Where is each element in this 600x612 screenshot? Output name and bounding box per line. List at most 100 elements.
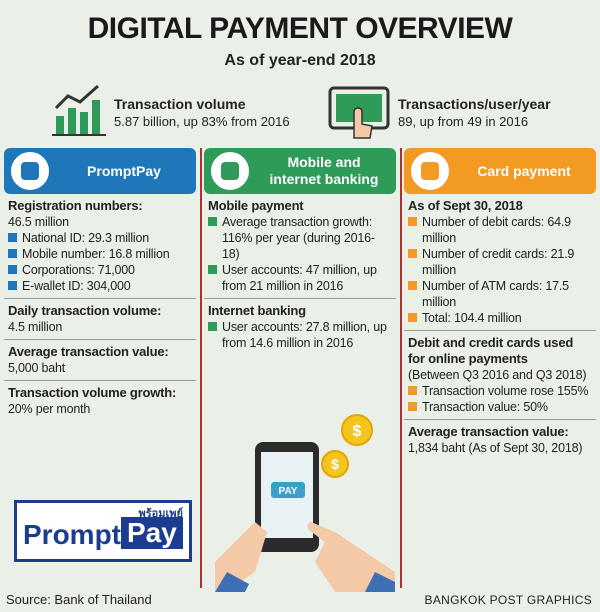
bullet-text: User accounts: 27.8 million, up from 14.… xyxy=(222,320,387,350)
section-heading: Average transaction value: xyxy=(8,344,169,359)
bullet: Mobile number: 16.8 million xyxy=(8,246,192,262)
column-title: Card payment xyxy=(452,163,596,180)
bullet-marker xyxy=(8,249,17,258)
highlight-label: Transactions/user/year xyxy=(398,96,551,112)
bullet: E-wallet ID: 304,000 xyxy=(8,278,192,294)
highlight-text: 5.87 billion, up 83% from 2016 xyxy=(114,114,290,129)
section-heading: Average transaction value: xyxy=(408,424,569,439)
bullet-marker xyxy=(408,402,417,411)
column-header: Mobile and internet banking xyxy=(204,148,396,194)
bullet-text: Mobile number: 16.8 million xyxy=(22,247,170,261)
logo-pay: Pay xyxy=(121,517,183,549)
bullet: Total: 104.4 million xyxy=(408,310,592,326)
column-title: PromptPay xyxy=(52,163,196,180)
bullet-marker xyxy=(8,233,17,242)
section-heading: Registration numbers: xyxy=(8,198,143,213)
pay-button: PAY xyxy=(279,486,298,497)
bullet-marker xyxy=(8,265,17,274)
bullet-marker xyxy=(208,217,217,226)
bullet: Number of ATM cards: 17.5 million xyxy=(408,278,592,310)
highlight-label: Transaction volume xyxy=(114,96,246,112)
highlight-text: 89, up from 49 in 2016 xyxy=(398,114,529,129)
column-icon xyxy=(208,149,252,193)
chart-icon xyxy=(52,84,106,136)
source: Source: Bank of Thailand xyxy=(6,592,152,607)
bullet: Transaction volume rose 155% xyxy=(408,383,592,399)
bullet: Transaction value: 50% xyxy=(408,399,592,415)
bullet-text: Number of credit cards: 21.9 million xyxy=(422,247,575,277)
bullet-marker xyxy=(408,313,417,322)
icon-glyph xyxy=(421,162,439,180)
svg-text:$: $ xyxy=(353,423,362,440)
bullet-marker xyxy=(408,281,417,290)
logo-prompt: Prompt xyxy=(23,519,121,550)
title: DIGITAL PAYMENT OVERVIEW xyxy=(87,12,513,45)
bullet: User accounts: 27.8 million, up from 14.… xyxy=(208,319,392,351)
bullet-text: Number of debit cards: 64.9 million xyxy=(422,215,571,245)
section: Mobile payment Average transaction growth… xyxy=(204,194,396,298)
section-heading: Debit and credit cards used for online p… xyxy=(408,335,574,366)
bullet-text: Transaction volume rose 155% xyxy=(422,384,589,398)
bullet-marker xyxy=(208,265,217,274)
column-icon xyxy=(8,149,52,193)
section: Average transaction value: 1,834 baht (As… xyxy=(404,419,596,460)
section-heading: Daily transaction volume: xyxy=(8,303,162,318)
bullet: Average transaction growth: 116% per yea… xyxy=(208,214,392,262)
bullet-marker xyxy=(408,249,417,258)
section-heading: Mobile payment xyxy=(208,198,304,213)
bullet-marker xyxy=(408,386,417,395)
section: Daily transaction volume: 4.5 million xyxy=(4,298,196,339)
bullet-text: User accounts: 47 million, up from 21 mi… xyxy=(222,263,377,293)
section: Transaction volume growth: 20% per month xyxy=(4,380,196,421)
column: Card payment As of Sept 30, 2018 Number of… xyxy=(404,148,596,588)
column-divider xyxy=(400,148,402,588)
column: Mobile and internet banking Mobile payment… xyxy=(204,148,396,588)
bullet-marker xyxy=(8,281,17,290)
section-heading: As of Sept 30, 2018 xyxy=(408,198,523,213)
svg-text:$: $ xyxy=(331,456,339,472)
section: Average transaction value: 5,000 baht xyxy=(4,339,196,380)
bullet: National ID: 29.3 million xyxy=(8,230,192,246)
bullet-text: E-wallet ID: 304,000 xyxy=(22,279,131,293)
bullet-text: Total: 104.4 million xyxy=(422,311,522,325)
section-text: 1,834 baht (As of Sept 30, 2018) xyxy=(408,441,583,455)
column-title-line: Mobile and xyxy=(287,154,361,170)
column-header: PromptPay xyxy=(4,148,196,194)
section: Internet banking User accounts: 27.8 mill… xyxy=(204,298,396,355)
bullet-text: Corporations: 71,000 xyxy=(22,263,135,277)
section-text: 20% per month xyxy=(8,402,91,416)
column-title-line: internet banking xyxy=(269,171,379,187)
section-heading: Transaction volume growth: xyxy=(8,385,177,400)
bullet-marker xyxy=(208,322,217,331)
bullet-text: Number of ATM cards: 17.5 million xyxy=(422,279,569,309)
section: As of Sept 30, 2018 Number of debit cards… xyxy=(404,194,596,330)
icon-glyph xyxy=(221,162,239,180)
section-text: 5,000 baht xyxy=(8,361,66,375)
bullet: Corporations: 71,000 xyxy=(8,262,192,278)
column: PromptPay Registration numbers: 46.5 milli… xyxy=(4,148,196,588)
bullet: Number of debit cards: 64.9 million xyxy=(408,214,592,246)
section-heading: Internet banking xyxy=(208,303,306,318)
bullet-text: Average transaction growth: 116% per yea… xyxy=(222,215,375,261)
section: Registration numbers: 46.5 million Nationa… xyxy=(4,194,196,298)
section-text: 4.5 million xyxy=(8,320,63,334)
icon-glyph xyxy=(21,162,39,180)
column-title-line: Card payment xyxy=(477,162,571,179)
section-text: 46.5 million xyxy=(8,215,69,229)
column-icon xyxy=(408,149,452,193)
tablet-icon xyxy=(328,86,390,139)
bullet-text: Transaction value: 50% xyxy=(422,400,548,414)
column-title-line: PromptPay xyxy=(87,162,161,179)
section: Debit and credit cards used for online p… xyxy=(404,330,596,419)
section-text: (Between Q3 2016 and Q3 2018) xyxy=(408,368,587,382)
promptpay-logo: พร้อมเพย์ Prompt Pay xyxy=(14,500,192,562)
phone-illustration: $ $ PAY xyxy=(215,414,395,592)
bullet: User accounts: 47 million, up from 21 mi… xyxy=(208,262,392,294)
column-title: Mobile and internet banking xyxy=(252,154,396,188)
column-divider xyxy=(200,148,202,588)
bullet-marker xyxy=(408,217,417,226)
credit: BANGKOK POST GRAPHICS xyxy=(424,593,592,607)
column-header: Card payment xyxy=(404,148,596,194)
bullet: Number of credit cards: 21.9 million xyxy=(408,246,592,278)
